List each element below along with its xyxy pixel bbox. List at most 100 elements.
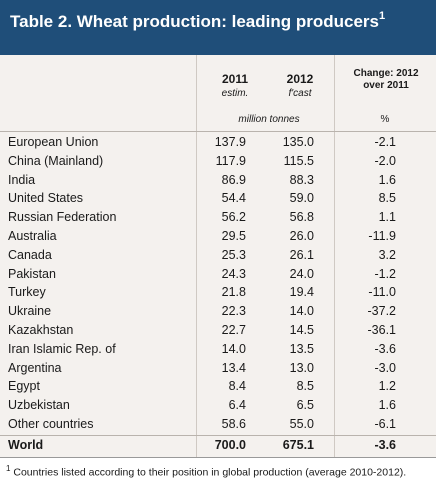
row-name: Turkey xyxy=(8,285,46,300)
row-change: -11.9 xyxy=(368,229,396,243)
header-sub-2012: f'cast xyxy=(288,88,312,99)
footnote-text: Countries listed according to their posi… xyxy=(13,466,407,479)
table-row: Egypt 8.4 8.5 1.2 xyxy=(0,377,436,396)
row-value-2012: 26.0 xyxy=(289,229,314,243)
table-row: Iran Islamic Rep. of 14.0 13.5 -3.6 xyxy=(0,340,436,359)
row-value-2011: 25.3 xyxy=(221,247,246,262)
row-value-2012: 19.4 xyxy=(289,285,314,300)
row-name: India xyxy=(8,172,36,187)
row-value-2012: 13.5 xyxy=(289,341,314,356)
row-value-2012: 88.3 xyxy=(289,172,314,187)
row-name: United States xyxy=(8,191,84,206)
table-row: Australia 29.5 26.0 -11.9 xyxy=(0,227,436,246)
header-year-2011: 2011 xyxy=(221,72,249,86)
row-name: Other countries xyxy=(8,417,94,431)
row-change: 1.1 xyxy=(378,210,396,225)
row-name: China (Mainland) xyxy=(8,153,104,168)
title-footnote-marker: 1 xyxy=(379,10,386,22)
header-sub-2011: estim. xyxy=(221,88,249,99)
row-name: Russian Federation xyxy=(8,210,117,225)
table-row: Kazakhstan 22.7 14.5 -36.1 xyxy=(0,321,436,340)
world-row: World 700.0 675.1 -3.6 xyxy=(0,436,436,455)
row-value-2012: 14.0 xyxy=(289,304,314,319)
header-change: Change: 2012 over 2011 xyxy=(338,68,434,92)
row-value-2011: 22.7 xyxy=(221,323,246,337)
header-2012: 2012 f'cast xyxy=(271,72,329,99)
table-row: India 86.9 88.3 1.6 xyxy=(0,171,436,190)
row-value-2011: 86.9 xyxy=(221,172,246,187)
footnote: 1 Countries listed according to their po… xyxy=(6,462,430,480)
row-value-2012: 14.5 xyxy=(289,323,314,337)
row-value-2012: 24.0 xyxy=(289,266,314,281)
row-change: -2.0 xyxy=(374,153,396,168)
column-divider xyxy=(196,55,197,457)
row-value-2012: 8.5 xyxy=(296,379,314,394)
row-name: Pakistan xyxy=(8,266,56,281)
row-value-2011: 137.9 xyxy=(214,135,246,149)
table-row: Ukraine 22.3 14.0 -37.2 xyxy=(0,302,436,321)
table-row: Pakistan 24.3 24.0 -1.2 xyxy=(0,265,436,284)
row-value-2011: 8.4 xyxy=(228,379,246,394)
row-change: -36.1 xyxy=(367,323,397,337)
header-change-line2: over 2011 xyxy=(363,80,409,91)
table-row: Turkey 21.8 19.4 -11.0 xyxy=(0,283,436,302)
data-table: 2011 estim. 2012 f'cast Change: 2012 ove… xyxy=(0,55,436,458)
row-change: 1.2 xyxy=(378,379,396,394)
row-change: -3.0 xyxy=(374,360,396,375)
table-row: Uzbekistan 6.4 6.5 1.6 xyxy=(0,396,436,415)
row-value-2012: 26.1 xyxy=(289,247,314,262)
row-value-2012: 59.0 xyxy=(289,191,314,206)
row-name: Australia xyxy=(8,229,57,243)
header-rule xyxy=(0,131,436,132)
row-name: Argentina xyxy=(8,360,62,375)
row-value-2011: 21.8 xyxy=(221,285,246,300)
row-value-2012: 675.1 xyxy=(282,438,314,452)
row-value-2011: 24.3 xyxy=(221,266,246,281)
row-value-2011: 700.0 xyxy=(214,438,246,452)
table-title-bar: Table 2. Wheat production: leading produ… xyxy=(0,0,436,55)
row-value-2012: 56.8 xyxy=(289,210,314,225)
table-row: European Union 137.9 135.0 -2.1 xyxy=(0,133,436,152)
row-value-2011: 13.4 xyxy=(221,360,246,375)
row-name: Kazakhstan xyxy=(8,323,74,337)
row-change: -3.6 xyxy=(374,438,396,452)
row-change: -1.2 xyxy=(374,266,396,281)
table-row: China (Mainland) 117.9 115.5 -2.0 xyxy=(0,152,436,171)
row-name: Canada xyxy=(8,247,52,262)
row-name: European Union xyxy=(8,135,99,149)
row-value-2012: 6.5 xyxy=(296,398,314,413)
row-change: 1.6 xyxy=(378,172,396,187)
table-row: Canada 25.3 26.1 3.2 xyxy=(0,246,436,265)
row-value-2011: 56.2 xyxy=(221,210,246,225)
table-row: Other countries 58.6 55.0 -6.1 xyxy=(0,415,436,434)
table-row: Russian Federation 56.2 56.8 1.1 xyxy=(0,208,436,227)
row-change: -37.2 xyxy=(367,304,397,319)
row-change: -2.1 xyxy=(374,135,396,149)
row-change: 8.5 xyxy=(378,191,396,206)
row-value-2012: 13.0 xyxy=(289,360,314,375)
row-name: Ukraine xyxy=(8,304,52,319)
total-rule xyxy=(0,435,436,436)
row-value-2011: 58.6 xyxy=(221,417,246,431)
row-name: Iran Islamic Rep. of xyxy=(8,341,116,356)
row-change: -3.6 xyxy=(374,341,396,356)
row-name: Uzbekistan xyxy=(8,398,70,413)
row-value-2011: 14.0 xyxy=(221,341,246,356)
units-label: million tonnes xyxy=(238,114,300,125)
table-row: United States 54.4 59.0 8.5 xyxy=(0,189,436,208)
row-change: 3.2 xyxy=(378,247,396,262)
row-value-2011: 117.9 xyxy=(215,153,246,168)
header-year-2012: 2012 xyxy=(286,72,314,86)
row-name: World xyxy=(8,438,44,452)
header-2011: 2011 estim. xyxy=(206,72,264,99)
row-value-2011: 29.5 xyxy=(221,229,246,243)
row-value-2011: 6.4 xyxy=(228,398,246,413)
table-row: Argentina 13.4 13.0 -3.0 xyxy=(0,359,436,378)
header-change-line1: Change: 2012 xyxy=(353,68,419,79)
row-value-2012: 115.5 xyxy=(283,153,314,168)
row-value-2012: 55.0 xyxy=(289,417,314,431)
footnote-marker: 1 xyxy=(6,464,11,473)
row-value-2011: 22.3 xyxy=(221,304,246,319)
row-change: -11.0 xyxy=(368,285,396,300)
